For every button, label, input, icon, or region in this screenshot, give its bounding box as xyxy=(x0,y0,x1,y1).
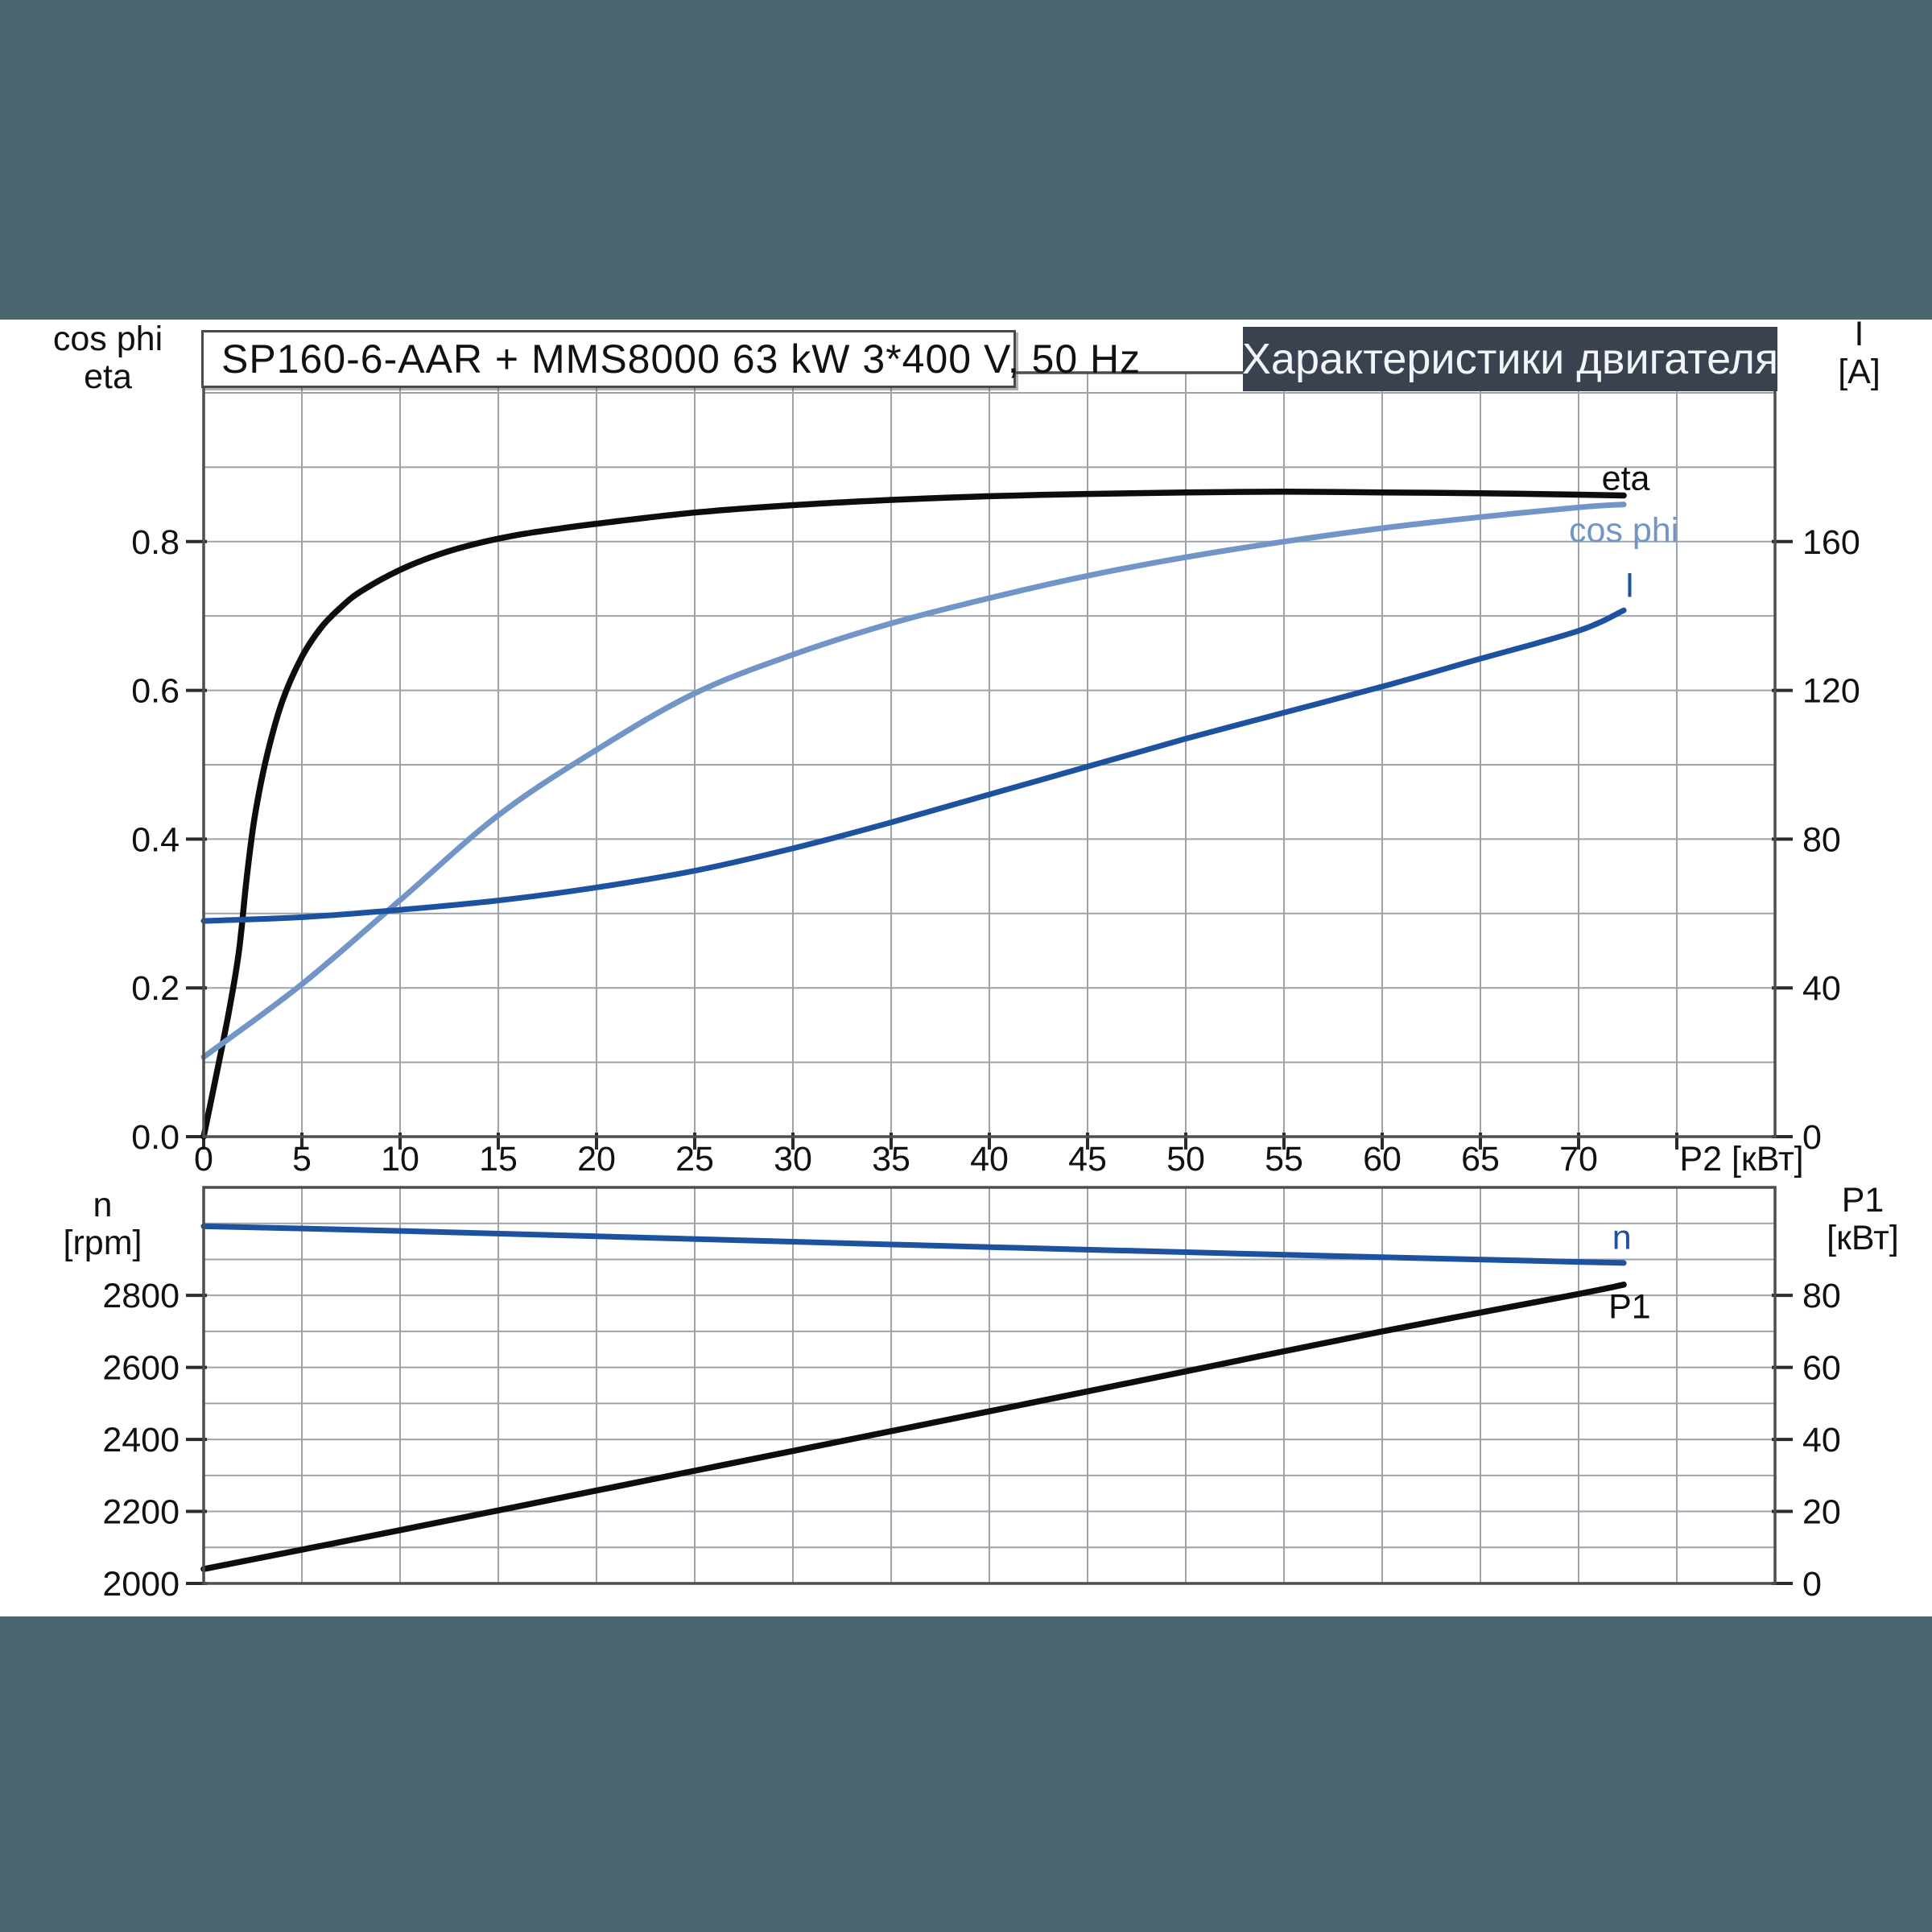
lower-left-axis-title: n [rpm] xyxy=(44,1187,161,1262)
upper-right-axis-title: I [A] xyxy=(1809,316,1909,391)
y-right-tick-label: 160 xyxy=(1802,523,1860,562)
y-right-tick-label: 20 xyxy=(1802,1493,1841,1532)
y-right-tick-label: 80 xyxy=(1802,1277,1841,1315)
curve-label-P1: P1 xyxy=(1608,1288,1651,1327)
x-tick-label: 25 xyxy=(675,1140,714,1179)
x-tick-label: 30 xyxy=(774,1140,812,1179)
x-tick-label: 60 xyxy=(1363,1140,1402,1179)
y-right-tick-label: 0 xyxy=(1802,1118,1822,1157)
y-left-tick-label: 2600 xyxy=(102,1349,180,1388)
I-curve xyxy=(200,607,1627,924)
page-title-box: Характеристики двигателя xyxy=(1241,327,1779,391)
page-title: Характеристики двигателя xyxy=(1241,335,1779,383)
grid-layer xyxy=(204,373,1775,1137)
tick-label-layer: 2000 2200 2400 2600 2800 0 20 40 60 80 xyxy=(102,1277,1841,1604)
x-tick-label: 50 xyxy=(1166,1140,1205,1179)
pump-model-title: SP160-6-AAR + MMS8000 63 kW 3*400 V, 50 … xyxy=(221,336,1141,382)
x-tick-label: 65 xyxy=(1461,1140,1500,1179)
upper-chart: 0.0 0.2 0.4 0.6 0.8 0 40 80 120 160 0 5 10 15 20 25 30 35… xyxy=(131,371,1860,1179)
n-curve xyxy=(200,1223,1627,1266)
tick-label-layer: 0.0 0.2 0.4 0.6 0.8 0 40 80 120 160 0 5 10 15 20 25 30 35… xyxy=(131,523,1860,1179)
eta-curve xyxy=(200,489,1627,1140)
x-tick-label: 45 xyxy=(1068,1140,1107,1179)
y-left-tick-label: 0.4 xyxy=(131,820,180,859)
y-right-tick-label: 80 xyxy=(1802,820,1841,859)
curve-label-cos-phi: cos phi xyxy=(1569,511,1678,550)
curve-label-I: I xyxy=(1624,566,1634,605)
x-axis-unit-label: P2 [кВт] xyxy=(1679,1140,1803,1179)
y-right-tick-label: 40 xyxy=(1802,1421,1841,1459)
y-right-tick-label: 120 xyxy=(1802,672,1860,711)
P1-curve xyxy=(200,1282,1627,1572)
current-axis-label: I xyxy=(1854,315,1864,353)
eta-axis-label: eta xyxy=(84,357,132,396)
chart-canvas: 0.0 0.2 0.4 0.6 0.8 0 40 80 120 160 0 5 10 15 20 25 30 35… xyxy=(131,371,1860,1179)
speed-axis-label: n xyxy=(93,1186,113,1224)
y-right-tick-label: 40 xyxy=(1802,969,1841,1008)
y-left-tick-label: 0.2 xyxy=(131,969,180,1008)
y-left-tick-label: 0.6 xyxy=(131,672,180,711)
x-tick-label: 35 xyxy=(872,1140,910,1179)
y-right-tick-label: 60 xyxy=(1802,1349,1841,1388)
x-tick-label: 15 xyxy=(479,1140,518,1179)
grid-layer xyxy=(204,1187,1775,1583)
y-left-tick-label: 2400 xyxy=(102,1421,180,1459)
current-unit-label: [A] xyxy=(1838,353,1880,391)
y-left-tick-label: 0.0 xyxy=(131,1118,180,1157)
y-left-tick-label: 0.8 xyxy=(131,523,180,562)
p1-axis-label: P1 xyxy=(1841,1181,1885,1220)
x-tick-label: 70 xyxy=(1559,1140,1598,1179)
upper-left-axis-title: cos phi eta xyxy=(31,320,185,396)
x-tick-label: 40 xyxy=(970,1140,1009,1179)
x-tick-label: 0 xyxy=(194,1140,213,1179)
curve-label-n: n xyxy=(1612,1219,1632,1257)
cos-phi-axis-label: cos phi xyxy=(52,320,163,358)
y-left-tick-label: 2000 xyxy=(102,1565,180,1604)
chart-canvas: 2000 2200 2400 2600 2800 0 20 40 60 80 n P1 xyxy=(102,1186,1841,1604)
cos-phi-curve xyxy=(200,502,1627,1060)
y-left-tick-label: 2800 xyxy=(102,1277,180,1315)
pump-model-title-box: SP160-6-AAR + MMS8000 63 kW 3*400 V, 50 … xyxy=(201,330,1140,388)
y-right-tick-label: 0 xyxy=(1802,1565,1822,1604)
y-left-tick-label: 2200 xyxy=(102,1493,180,1532)
lower-right-axis-title: P1 [кВт] xyxy=(1810,1182,1916,1257)
x-tick-label: 55 xyxy=(1265,1140,1303,1179)
p1-unit-label: [кВт] xyxy=(1827,1219,1899,1257)
speed-unit-label: [rpm] xyxy=(63,1224,142,1262)
plot-frame xyxy=(202,1186,1777,1585)
curve-label-eta: eta xyxy=(1602,459,1650,497)
lower-chart: 2000 2200 2400 2600 2800 0 20 40 60 80 n P1 xyxy=(102,1186,1841,1604)
x-tick-label: 5 xyxy=(292,1140,312,1179)
x-tick-label: 10 xyxy=(381,1140,419,1179)
x-tick-label: 20 xyxy=(577,1140,616,1179)
